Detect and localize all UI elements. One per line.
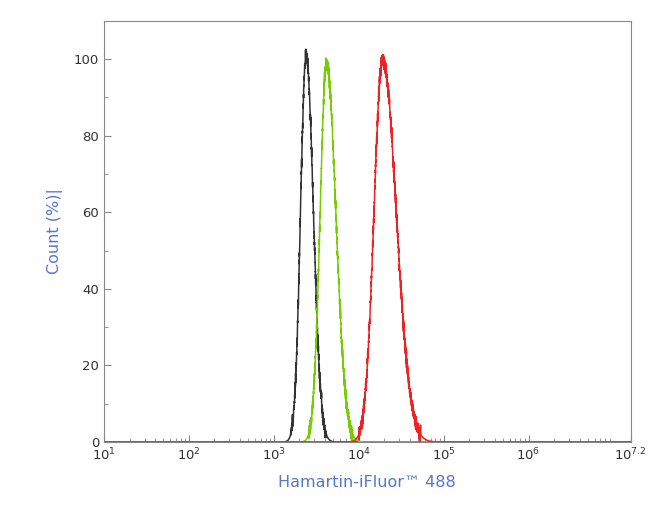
- Y-axis label: Count (%)|: Count (%)|: [47, 188, 63, 275]
- X-axis label: Hamartin-iFluor™ 488: Hamartin-iFluor™ 488: [278, 475, 456, 489]
